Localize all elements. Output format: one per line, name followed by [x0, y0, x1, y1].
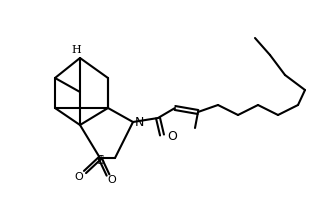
Text: O: O — [108, 175, 116, 185]
Text: N: N — [135, 115, 144, 129]
Text: O: O — [75, 172, 83, 182]
Text: O: O — [167, 130, 177, 144]
Text: S: S — [96, 154, 104, 166]
Text: H: H — [71, 45, 81, 55]
